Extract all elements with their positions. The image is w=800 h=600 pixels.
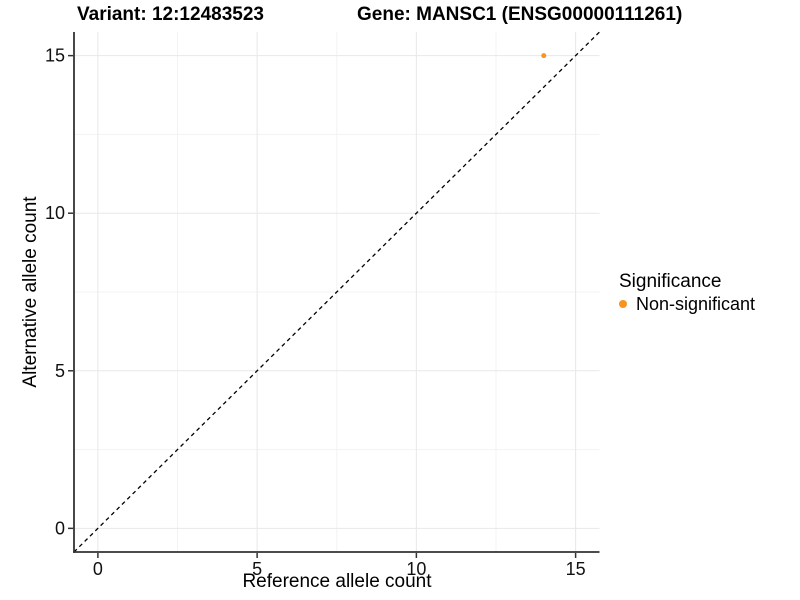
x-tick-label: 5: [252, 559, 262, 579]
y-tick-label: 15: [45, 46, 65, 66]
y-axis-title: Alternative allele count: [20, 196, 41, 388]
legend-point-icon: [619, 300, 627, 308]
y-tick-label: 5: [55, 361, 65, 381]
plot-title-variant: Variant: 12:12483523: [77, 4, 264, 25]
x-tick-label: 15: [566, 559, 586, 579]
x-axis-title: Reference allele count: [242, 571, 432, 592]
data-point: [541, 53, 547, 59]
legend-item-non-significant: Non-significant: [619, 294, 755, 314]
y-tick-label: 10: [45, 203, 65, 223]
x-tick-label: 10: [406, 559, 426, 579]
legend-item-label: Non-significant: [636, 293, 756, 314]
y-tick-label: 0: [55, 518, 65, 538]
legend: Significance Non-significant: [619, 271, 755, 314]
x-tick-label: 0: [93, 559, 103, 579]
identity-dashed-line: [73, 31, 600, 553]
plot-title-gene: Gene: MANSC1 (ENSG00000111261): [357, 4, 683, 25]
legend-title: Significance: [619, 271, 722, 292]
